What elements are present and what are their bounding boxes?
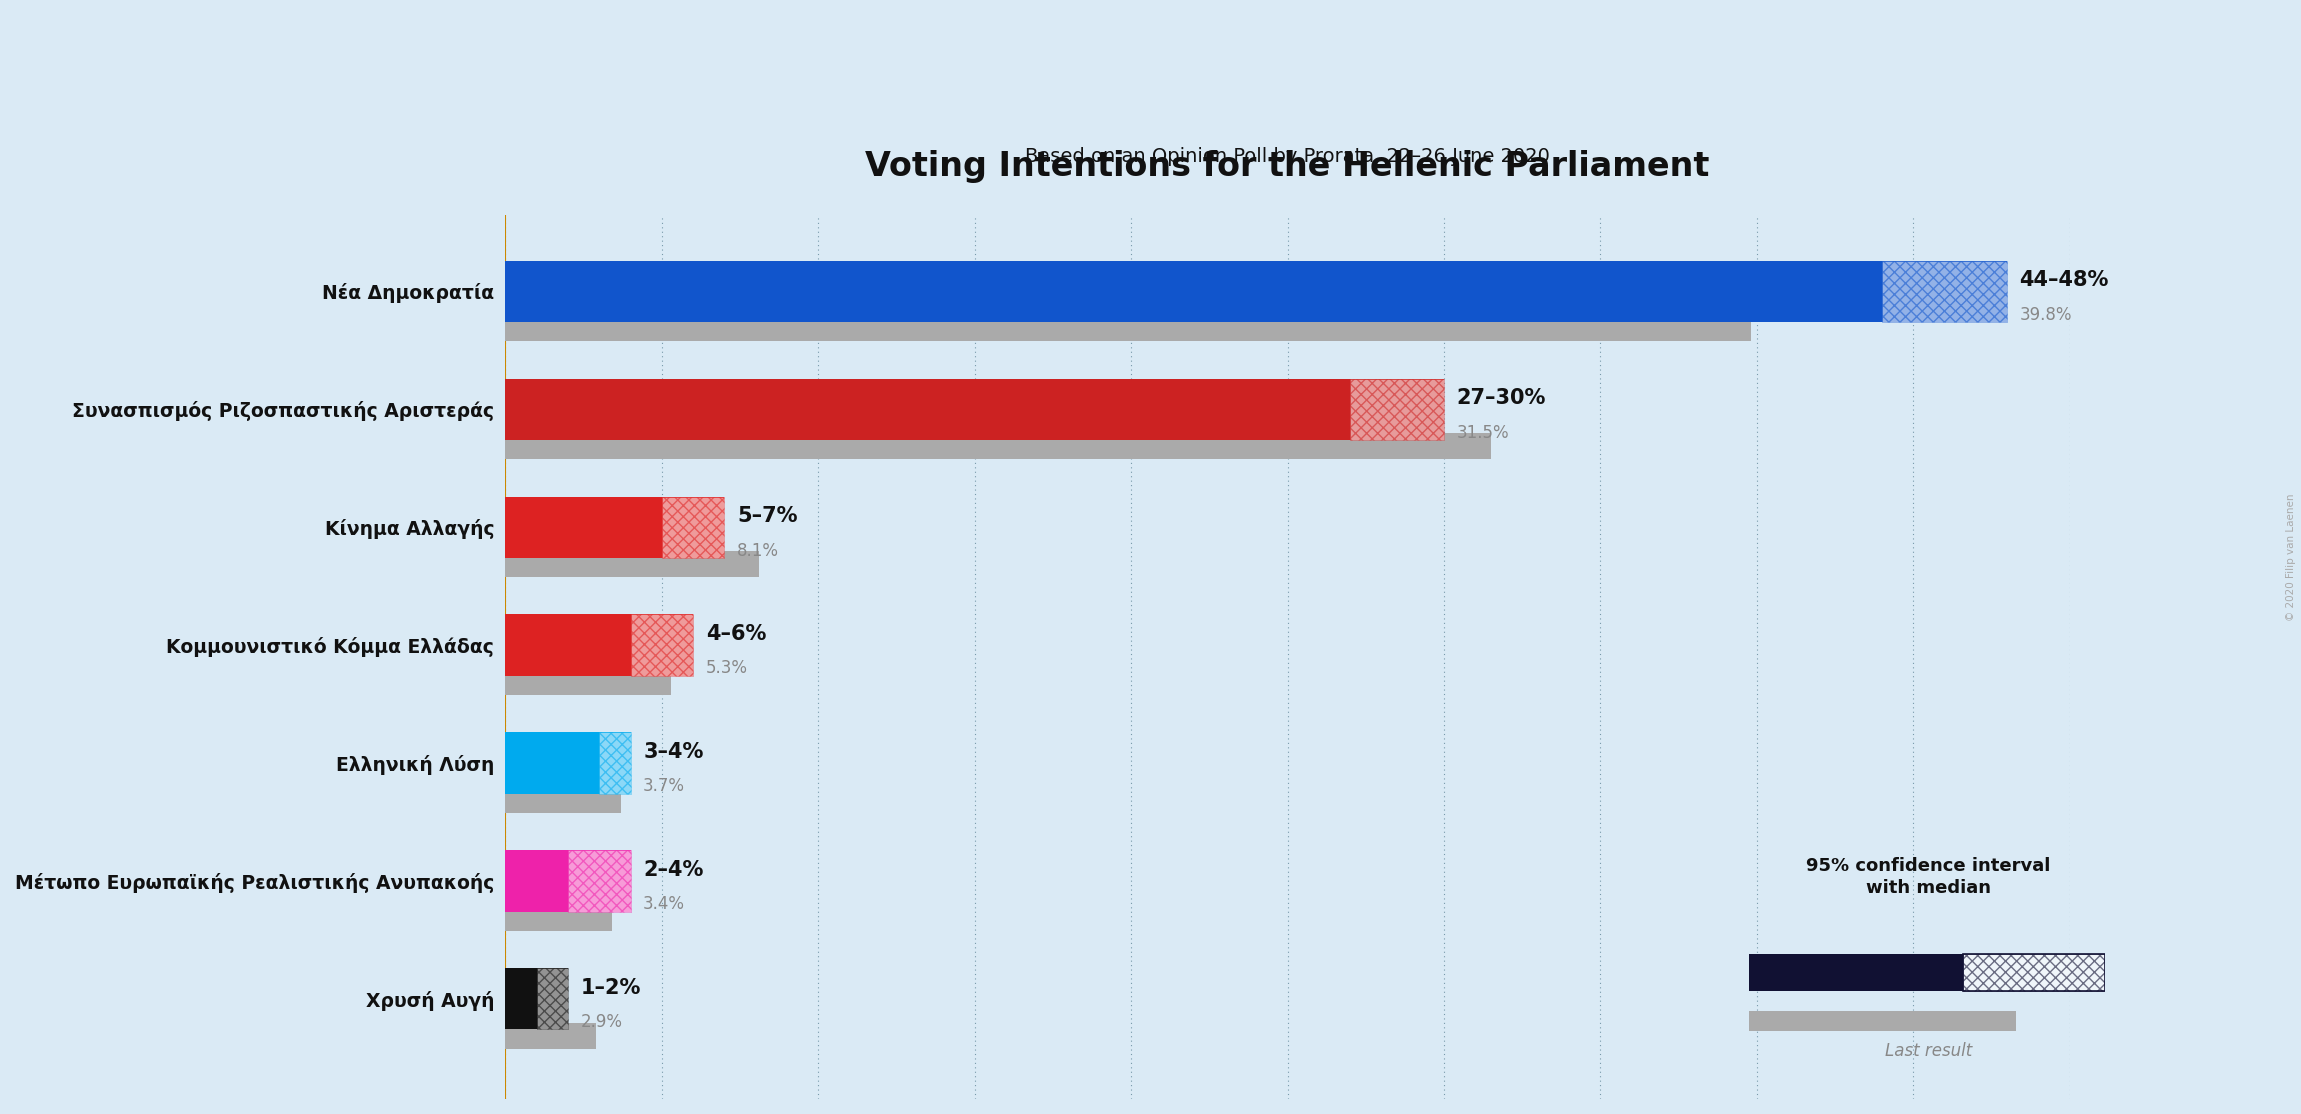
Text: 27–30%: 27–30% <box>1457 389 1546 409</box>
Text: 44–48%: 44–48% <box>2020 271 2110 291</box>
Bar <box>1749 1012 2016 1032</box>
Bar <box>506 261 2006 322</box>
Bar <box>1963 955 2105 991</box>
Bar <box>506 1023 596 1048</box>
Bar <box>506 786 621 813</box>
Bar <box>630 615 693 676</box>
Bar <box>1749 955 1963 991</box>
Title: Voting Intentions for the Hellenic Parliament: Voting Intentions for the Hellenic Parli… <box>865 150 1710 183</box>
Text: 2–4%: 2–4% <box>642 860 704 880</box>
Bar <box>506 968 568 1029</box>
Text: Based on an Opinion Poll by Prorata, 22–26 June 2020: Based on an Opinion Poll by Prorata, 22–… <box>1026 147 1551 166</box>
Text: © 2020 Filip van Laenen: © 2020 Filip van Laenen <box>2287 494 2296 620</box>
Bar <box>506 497 725 558</box>
Bar <box>506 433 1491 459</box>
Text: 8.1%: 8.1% <box>736 541 780 559</box>
Text: 31.5%: 31.5% <box>1457 423 1509 441</box>
Bar <box>663 497 725 558</box>
Text: 4–6%: 4–6% <box>706 624 766 644</box>
Bar <box>506 668 672 695</box>
Text: 5.3%: 5.3% <box>706 659 748 677</box>
Bar <box>506 905 612 930</box>
Bar <box>506 379 1445 440</box>
Bar <box>506 732 630 793</box>
Bar <box>506 850 630 911</box>
Text: 1–2%: 1–2% <box>580 978 642 998</box>
Text: 3.4%: 3.4% <box>642 896 686 913</box>
Text: 5–7%: 5–7% <box>736 506 798 526</box>
Bar <box>568 850 630 911</box>
Bar <box>1963 955 2105 991</box>
Text: 2.9%: 2.9% <box>580 1013 624 1032</box>
Bar <box>1351 379 1445 440</box>
Bar <box>506 315 1751 341</box>
Text: 95% confidence interval
with median: 95% confidence interval with median <box>1806 857 2050 897</box>
Bar <box>1882 261 2006 322</box>
Text: 3.7%: 3.7% <box>642 778 686 795</box>
Bar <box>536 968 568 1029</box>
Text: 39.8%: 39.8% <box>2020 305 2073 324</box>
Text: 3–4%: 3–4% <box>642 742 704 762</box>
Bar <box>598 732 630 793</box>
Bar <box>506 615 693 676</box>
Text: Last result: Last result <box>1885 1042 1972 1059</box>
Bar <box>506 551 759 577</box>
